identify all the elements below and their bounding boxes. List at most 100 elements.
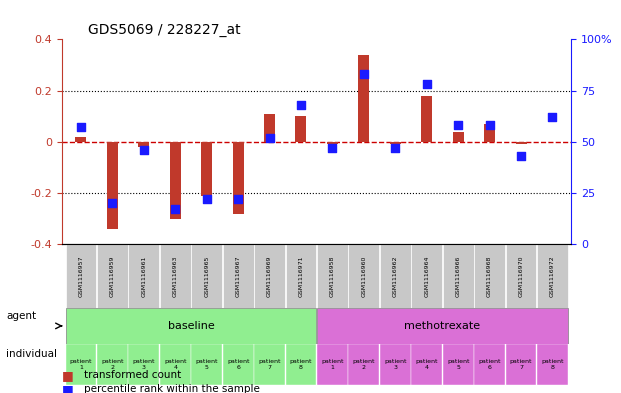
Point bbox=[327, 145, 337, 151]
Text: agent: agent bbox=[6, 311, 37, 321]
FancyBboxPatch shape bbox=[129, 343, 159, 385]
FancyBboxPatch shape bbox=[223, 343, 253, 385]
FancyBboxPatch shape bbox=[191, 343, 222, 385]
FancyBboxPatch shape bbox=[223, 244, 253, 308]
Text: methotrexate: methotrexate bbox=[404, 321, 481, 331]
Bar bbox=[327, 142, 338, 144]
FancyBboxPatch shape bbox=[317, 244, 348, 308]
Text: GSM1116957: GSM1116957 bbox=[78, 255, 83, 297]
FancyBboxPatch shape bbox=[537, 244, 568, 308]
Text: patient
5: patient 5 bbox=[196, 359, 218, 370]
Point bbox=[107, 200, 117, 206]
FancyBboxPatch shape bbox=[254, 244, 285, 308]
Text: patient
1: patient 1 bbox=[321, 359, 343, 370]
FancyBboxPatch shape bbox=[380, 343, 410, 385]
FancyBboxPatch shape bbox=[537, 343, 568, 385]
Text: GSM1116972: GSM1116972 bbox=[550, 255, 555, 297]
Text: patient
2: patient 2 bbox=[353, 359, 375, 370]
Text: baseline: baseline bbox=[168, 321, 214, 331]
Text: GSM1116964: GSM1116964 bbox=[424, 255, 429, 297]
Point bbox=[422, 81, 432, 88]
Text: patient
8: patient 8 bbox=[542, 359, 564, 370]
FancyBboxPatch shape bbox=[97, 343, 128, 385]
Bar bbox=[76, 137, 86, 142]
Point bbox=[265, 134, 274, 141]
Text: patient
7: patient 7 bbox=[510, 359, 532, 370]
FancyBboxPatch shape bbox=[317, 343, 348, 385]
FancyBboxPatch shape bbox=[474, 343, 505, 385]
Text: ■: ■ bbox=[62, 382, 74, 393]
Point bbox=[548, 114, 558, 120]
Point bbox=[202, 196, 212, 202]
Text: patient
6: patient 6 bbox=[227, 359, 250, 370]
Text: patient
3: patient 3 bbox=[132, 359, 155, 370]
Point bbox=[516, 153, 526, 159]
Text: GSM1116967: GSM1116967 bbox=[235, 255, 240, 297]
FancyBboxPatch shape bbox=[160, 244, 191, 308]
Bar bbox=[515, 142, 527, 144]
Text: GSM1116961: GSM1116961 bbox=[142, 255, 147, 297]
Text: patient
3: patient 3 bbox=[384, 359, 407, 370]
FancyBboxPatch shape bbox=[129, 244, 159, 308]
Text: ■: ■ bbox=[62, 369, 74, 382]
Text: patient
8: patient 8 bbox=[290, 359, 312, 370]
FancyBboxPatch shape bbox=[254, 343, 285, 385]
Bar bbox=[233, 142, 243, 213]
FancyBboxPatch shape bbox=[66, 343, 96, 385]
Text: GSM1116970: GSM1116970 bbox=[519, 255, 524, 297]
FancyBboxPatch shape bbox=[443, 343, 474, 385]
Text: patient
5: patient 5 bbox=[447, 359, 469, 370]
Bar bbox=[138, 142, 149, 147]
Bar bbox=[264, 114, 275, 142]
Bar bbox=[421, 95, 432, 142]
Bar bbox=[296, 116, 307, 142]
Text: GSM1116958: GSM1116958 bbox=[330, 255, 335, 297]
Text: GSM1116963: GSM1116963 bbox=[173, 255, 178, 297]
FancyBboxPatch shape bbox=[97, 244, 128, 308]
Text: GSM1116969: GSM1116969 bbox=[267, 255, 272, 297]
Text: transformed count: transformed count bbox=[84, 370, 181, 380]
FancyBboxPatch shape bbox=[191, 244, 222, 308]
FancyBboxPatch shape bbox=[380, 244, 410, 308]
Text: individual: individual bbox=[6, 349, 57, 359]
Bar bbox=[484, 124, 495, 142]
Text: GSM1116962: GSM1116962 bbox=[393, 255, 398, 297]
Text: GSM1116971: GSM1116971 bbox=[299, 255, 304, 297]
Bar bbox=[390, 142, 401, 144]
Text: GSM1116966: GSM1116966 bbox=[456, 255, 461, 297]
FancyBboxPatch shape bbox=[286, 343, 316, 385]
Bar bbox=[107, 142, 118, 229]
Text: patient
4: patient 4 bbox=[164, 359, 186, 370]
Point bbox=[391, 145, 401, 151]
Point bbox=[453, 122, 463, 129]
FancyBboxPatch shape bbox=[411, 343, 442, 385]
FancyBboxPatch shape bbox=[411, 244, 442, 308]
Point bbox=[296, 102, 306, 108]
Text: percentile rank within the sample: percentile rank within the sample bbox=[84, 384, 260, 393]
FancyBboxPatch shape bbox=[348, 244, 379, 308]
Text: GSM1116959: GSM1116959 bbox=[110, 255, 115, 297]
Point bbox=[139, 147, 149, 153]
Point bbox=[76, 124, 86, 130]
FancyBboxPatch shape bbox=[348, 343, 379, 385]
FancyBboxPatch shape bbox=[286, 244, 316, 308]
Bar bbox=[358, 55, 369, 142]
Text: GSM1116965: GSM1116965 bbox=[204, 255, 209, 297]
FancyBboxPatch shape bbox=[66, 244, 96, 308]
Point bbox=[170, 206, 180, 213]
FancyBboxPatch shape bbox=[160, 343, 191, 385]
Bar bbox=[201, 142, 212, 196]
FancyBboxPatch shape bbox=[474, 244, 505, 308]
Bar bbox=[170, 142, 181, 219]
Text: patient
1: patient 1 bbox=[70, 359, 92, 370]
Text: GSM1116968: GSM1116968 bbox=[487, 255, 492, 297]
Text: patient
2: patient 2 bbox=[101, 359, 124, 370]
Point bbox=[359, 71, 369, 77]
Text: patient
7: patient 7 bbox=[258, 359, 281, 370]
Point bbox=[233, 196, 243, 202]
Text: patient
4: patient 4 bbox=[415, 359, 438, 370]
Text: GDS5069 / 228227_at: GDS5069 / 228227_at bbox=[88, 23, 240, 37]
FancyBboxPatch shape bbox=[443, 244, 474, 308]
FancyBboxPatch shape bbox=[317, 308, 568, 343]
FancyBboxPatch shape bbox=[505, 244, 537, 308]
